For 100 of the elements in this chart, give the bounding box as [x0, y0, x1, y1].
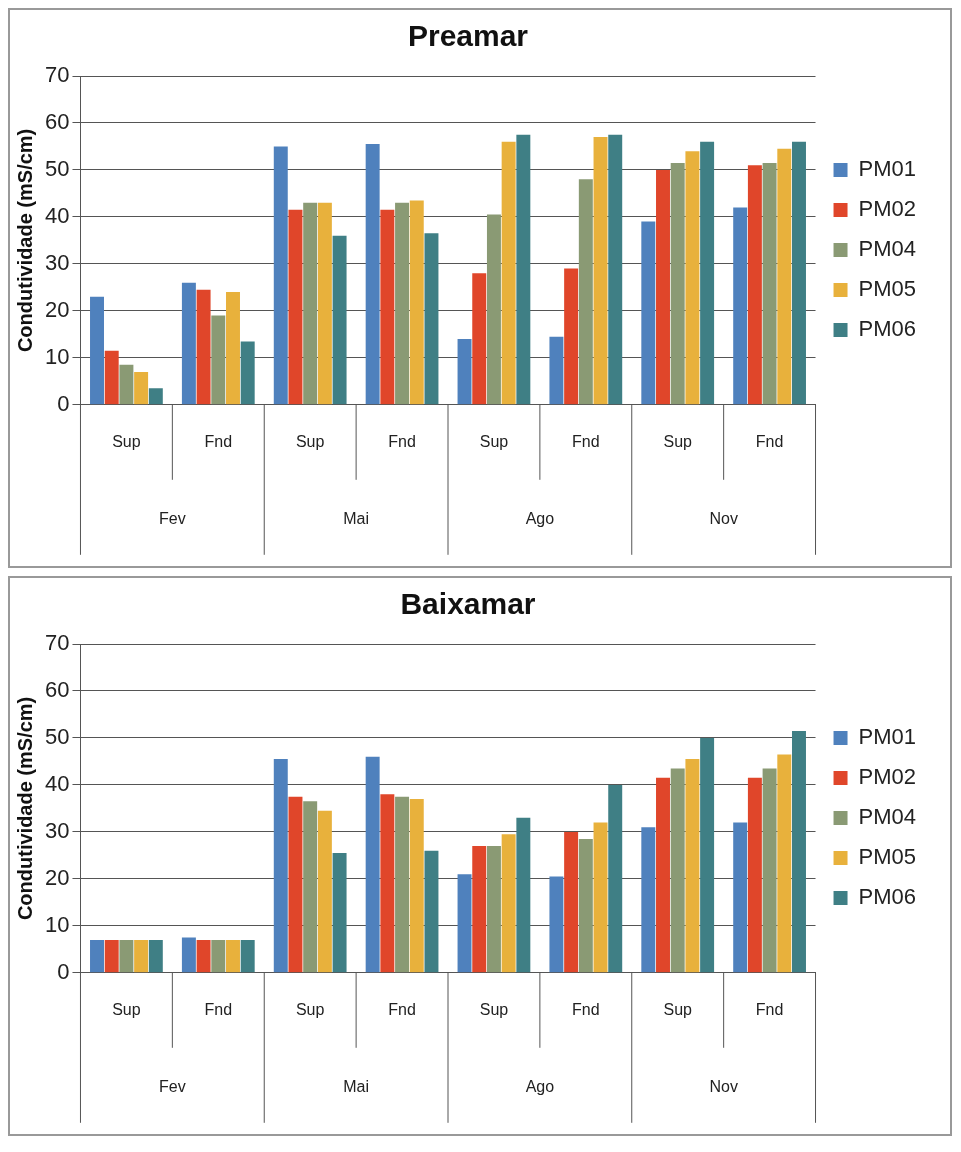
bar: [211, 315, 226, 405]
bar: [240, 939, 255, 973]
y-tick-label: 70: [44, 62, 70, 88]
bar: [685, 759, 700, 973]
legend-label: PM04: [858, 236, 917, 262]
bar: [273, 759, 288, 973]
legend-label: PM06: [858, 884, 917, 910]
bar: [240, 341, 255, 405]
x-tick-label: Sup: [663, 432, 693, 450]
text: Nov: [709, 510, 738, 528]
bar: [119, 939, 134, 973]
bar: [578, 838, 593, 973]
x-tick-label: Fnd: [572, 1000, 600, 1018]
x-tick-label: Fnd: [204, 1000, 233, 1018]
y-tick-label: 60: [44, 677, 70, 703]
bar: [656, 777, 670, 973]
bar: [424, 233, 439, 405]
legend-label: PM01: [858, 724, 917, 750]
bar: [134, 939, 149, 973]
bar: [90, 939, 104, 973]
legend-label: PM02: [858, 196, 917, 222]
bar: [181, 937, 196, 973]
bar: [685, 151, 700, 405]
bar: [90, 296, 104, 405]
bar: [564, 831, 579, 973]
bar: [549, 876, 564, 973]
bar: [273, 146, 288, 405]
bar: [762, 768, 777, 973]
text: Mai: [343, 510, 370, 528]
legend-label: PM04: [858, 804, 917, 830]
bar: [777, 148, 792, 405]
bar: [733, 822, 748, 973]
bar: [641, 221, 656, 405]
bar: [747, 165, 762, 405]
bar: [593, 137, 608, 405]
y-tick-label: 60: [44, 109, 70, 135]
bar: [486, 214, 501, 405]
x-tick-label: Sup: [479, 432, 509, 450]
bar: [288, 796, 303, 973]
bar: [641, 827, 656, 973]
y-tick-label: 0: [57, 390, 70, 416]
bar: [317, 810, 332, 973]
bar: [196, 939, 211, 973]
bar: [670, 768, 685, 973]
y-tick-label: 70: [44, 630, 70, 656]
text: Nov: [709, 1078, 738, 1096]
bar: [472, 273, 487, 405]
bar: [303, 801, 318, 973]
bar: [424, 850, 439, 973]
bar: [119, 364, 134, 405]
bar: [288, 209, 303, 405]
bar: [472, 845, 487, 973]
bar: [380, 209, 395, 405]
bar: [134, 371, 149, 405]
bar: [700, 737, 715, 973]
bar: [733, 207, 748, 405]
y-tick-label: 50: [44, 724, 70, 750]
y-tick-label: 20: [44, 296, 70, 322]
bar: [501, 834, 516, 973]
y-axis-title: Condutividade (mS/cm): [13, 128, 36, 353]
y-tick-label: 0: [57, 958, 70, 984]
bar: [747, 777, 762, 973]
bar: [762, 162, 777, 405]
legend-label: PM02: [858, 764, 917, 790]
bar: [501, 141, 516, 405]
x-tick-label: Sup: [295, 432, 325, 450]
text: Ago: [525, 1078, 555, 1096]
bar: [578, 179, 593, 405]
bar: [148, 939, 163, 973]
bar: [457, 339, 472, 405]
text: Ago: [525, 510, 555, 528]
x-tick-label: Sup: [663, 1000, 693, 1018]
y-tick-label: 10: [44, 343, 70, 369]
bar: [670, 162, 685, 405]
bar: [549, 336, 564, 405]
bar: [380, 794, 395, 973]
chart-title: Preamar: [407, 19, 529, 53]
x-tick-label: Sup: [112, 432, 141, 450]
y-tick-label: 40: [44, 770, 70, 796]
bar: [211, 939, 226, 973]
bar: [104, 939, 119, 973]
bar: [365, 144, 380, 405]
text: Mai: [343, 1078, 370, 1096]
bar: [409, 200, 424, 405]
x-tick-label: Fnd: [204, 432, 233, 450]
chart-title: Baixamar: [400, 587, 536, 621]
bar: [564, 268, 579, 405]
bar: [593, 822, 608, 973]
bar: [516, 134, 531, 405]
bar: [608, 784, 623, 973]
bar: [777, 754, 792, 973]
bar: [792, 141, 806, 405]
y-tick-label: 30: [44, 817, 70, 843]
bar: [700, 141, 715, 405]
legend-label: PM01: [858, 156, 917, 182]
y-axis-title: Condutividade (mS/cm): [13, 696, 36, 921]
bar: [226, 292, 240, 405]
y-tick-label: 30: [44, 249, 70, 275]
x-tick-label: Sup: [112, 1000, 141, 1018]
x-tick-label: Fnd: [755, 432, 784, 450]
